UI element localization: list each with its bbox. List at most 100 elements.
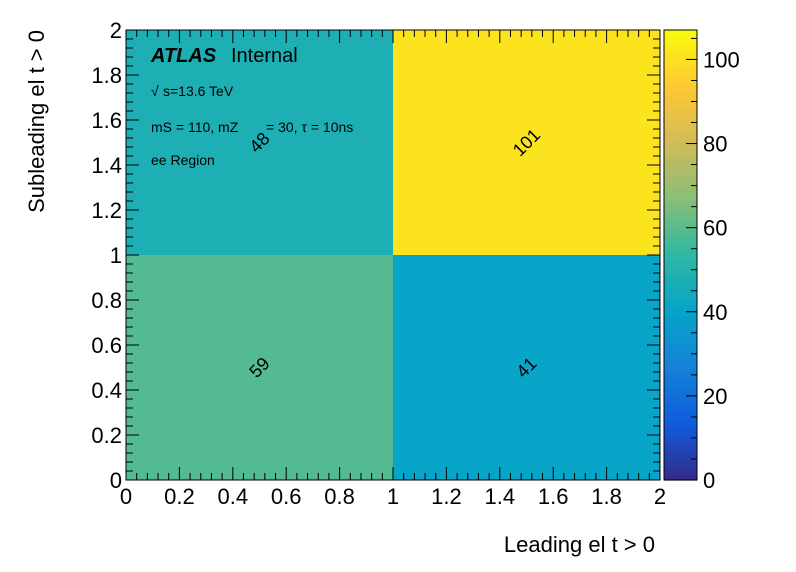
colorbar-band-74 [664,105,697,111]
heatmap-cell-0 [126,255,393,480]
y-tick-label-7: 1.4 [91,153,122,178]
x-tick-label-1: 0.2 [164,484,195,509]
colorbar-band-76 [664,95,697,101]
y-tick-label-1: 0.2 [91,423,122,448]
colorbar-band-79 [664,80,697,86]
colorbar-band-44 [664,255,697,261]
colorbar-tick-label-1: 20 [703,384,727,409]
y-tick-label-8: 1.6 [91,108,122,133]
colorbar-layer: 0 20 40 60 80 100 [663,29,740,493]
y-axis-title: Subleading el t > 0 [24,30,49,213]
colorbar-band-81 [664,70,697,76]
colorbar-band-40 [664,275,697,281]
colorbar-band-28 [664,335,697,341]
colorbar-band-53 [664,210,697,216]
colorbar-tick-label-4: 80 [703,132,727,157]
x-tick-label-9: 1.8 [591,484,622,509]
params-label-rest: = 30, τ = 10ns [266,119,353,135]
y-tick-label-9: 1.8 [91,63,122,88]
colorbar-band-3 [664,460,697,466]
colorbar-band-77 [664,90,697,96]
colorbar-band-25 [664,350,697,356]
heatmap-cell-2 [126,30,393,255]
colorbar-band-34 [664,305,697,311]
y-tick-label-0: 0 [110,468,122,493]
colorbar-band-60 [664,175,697,181]
colorbar-band-54 [664,205,697,211]
heatmap-cell-1 [393,255,660,480]
colorbar-band-84 [664,55,697,61]
colorbar-band-75 [664,100,697,106]
colorbar-band-50 [664,225,697,231]
annotation-block: ATLAS Internal √ s=13.6 TeV mS = 110, mZ… [150,45,353,168]
colorbar-band-83 [664,60,697,66]
colorbar-band-62 [664,165,697,171]
colorbar-band-30 [664,325,697,331]
colorbar-band-80 [664,75,697,81]
colorbar-band-69 [664,130,697,136]
colorbar-band-51 [664,220,697,226]
colorbar-band-47 [664,240,697,246]
y-tick-label-6: 1.2 [91,198,122,223]
colorbar-band-22 [664,365,697,371]
colorbar-band-32 [664,315,697,321]
colorbar-band-29 [664,330,697,336]
colorbar-band-19 [664,380,697,386]
colorbar-band-35 [664,300,697,306]
colorbar-band-21 [664,370,697,376]
colorbar-band-10 [664,425,697,431]
colorbar-band-39 [664,280,697,286]
x-tick-label-4: 0.8 [324,484,355,509]
colorbar-tick-label-0: 0 [703,468,715,493]
colorbar-band-61 [664,170,697,176]
colorbar-band-26 [664,345,697,351]
colorbar-band-55 [664,200,697,206]
ticks-layer: 0 0.2 0.4 0.6 0.8 1 1.2 1.4 1.6 1.8 2 0 0.2 0.4 0.6 0.8… [91,18,666,509]
x-tick-label-5: 1 [387,484,399,509]
atlas-label: ATLAS [150,45,217,67]
region-label: ee Region [151,152,215,168]
colorbar-band-20 [664,375,697,381]
colorbar-band-57 [664,190,697,196]
colorbar-band-56 [664,195,697,201]
colorbar-band-70 [664,125,697,131]
colorbar-band-73 [664,110,697,116]
colorbar-band-86 [664,45,697,51]
colorbar-band-33 [664,310,697,316]
colorbar-band-27 [664,340,697,346]
colorbar-band-23 [664,360,697,366]
y-tick-label-5: 1 [110,243,122,268]
x-tick-label-8: 1.6 [538,484,569,509]
x-tick-label-3: 0.6 [271,484,302,509]
colorbar-band-9 [664,430,697,436]
colorbar-band-0 [664,475,697,481]
cells-layer [126,30,660,480]
colorbar-band-82 [664,65,697,71]
colorbar-band-14 [664,405,697,411]
internal-label: Internal [231,45,298,67]
colorbar-band-71 [664,120,697,126]
x-axis-title: Leading el t > 0 [504,532,655,557]
colorbar-band-46 [664,245,697,251]
colorbar-band-64 [664,155,697,161]
colorbar-band-63 [664,160,697,166]
y-tick-label-10: 2 [110,18,122,43]
x-tick-label-10: 2 [654,484,666,509]
colorbar-band-6 [664,445,697,451]
colorbar-band-18 [664,385,697,391]
colorbar-band-52 [664,215,697,221]
colorbar-band-38 [664,285,697,291]
colorbar-band-88 [664,35,697,41]
colorbar-band-24 [664,355,697,361]
colorbar-band-15 [664,400,697,406]
colorbar-band-87 [664,40,697,46]
colorbar-band-85 [664,50,697,56]
colorbar-band-43 [664,260,697,266]
x-tick-label-7: 1.4 [485,484,516,509]
colorbar-band-17 [664,390,697,396]
colorbar-band-48 [664,235,697,241]
energy-label: s=13.6 TeV [163,83,234,99]
colorbar-band-16 [664,395,697,401]
